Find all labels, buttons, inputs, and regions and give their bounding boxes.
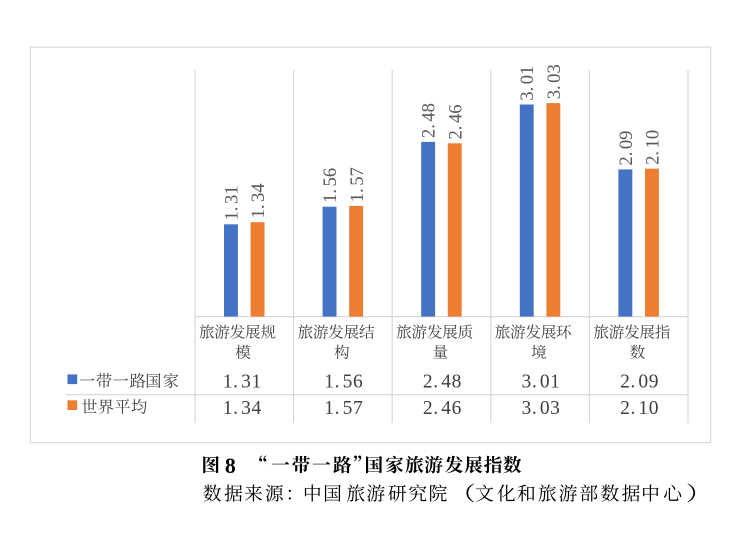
svg-text:1.34: 1.34 [223,398,262,419]
svg-text:2.48: 2.48 [423,372,462,393]
svg-text:2.09: 2.09 [616,131,637,166]
svg-text:8: 8 [225,454,236,478]
svg-text:1.56: 1.56 [320,168,341,203]
svg-text:3.03: 3.03 [544,64,565,99]
svg-text:2.10: 2.10 [620,398,659,419]
svg-text:2.10: 2.10 [643,130,664,165]
svg-text:2.46: 2.46 [423,398,462,419]
svg-text:3.03: 3.03 [522,398,561,419]
svg-text:1.57: 1.57 [324,398,363,419]
svg-text:1.34: 1.34 [248,183,269,218]
svg-text:2.48: 2.48 [419,103,440,138]
svg-text:2.09: 2.09 [620,372,659,393]
svg-text:1.31: 1.31 [221,185,242,220]
svg-text:3.01: 3.01 [522,372,561,393]
svg-text:1.31: 1.31 [223,372,262,393]
svg-text:1.56: 1.56 [324,372,363,393]
svg-text:3.01: 3.01 [517,66,538,101]
svg-text:2.46: 2.46 [445,104,466,139]
svg-text:1.57: 1.57 [347,167,368,202]
